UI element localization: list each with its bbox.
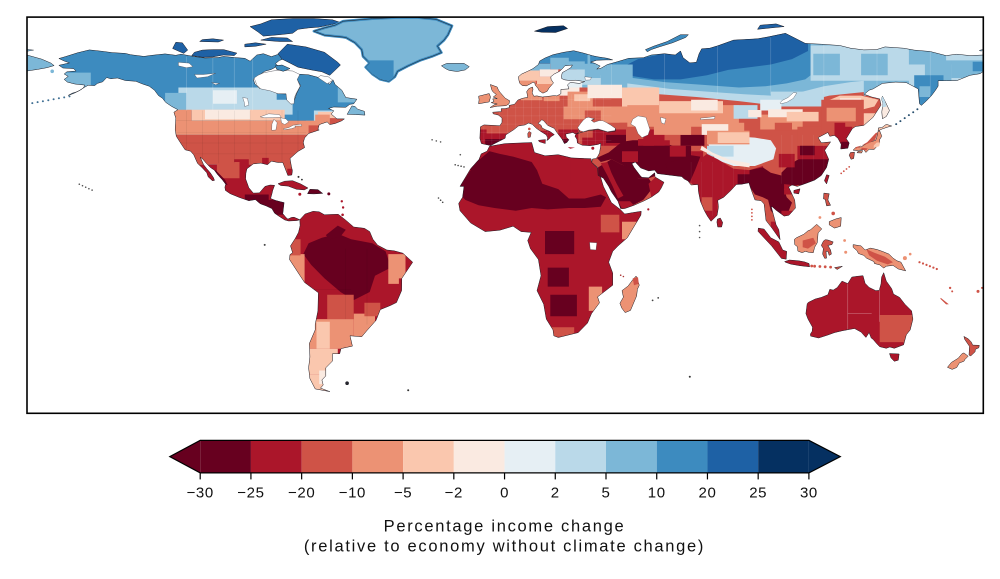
svg-text:−30: −30 (187, 485, 214, 502)
svg-text:2: 2 (551, 485, 560, 502)
svg-text:0: 0 (500, 485, 509, 502)
svg-text:25: 25 (749, 485, 767, 502)
svg-text:−20: −20 (288, 485, 315, 502)
svg-text:5: 5 (602, 485, 611, 502)
svg-text:30: 30 (800, 485, 818, 502)
svg-text:−5: −5 (394, 485, 412, 502)
svg-text:−25: −25 (237, 485, 264, 502)
svg-text:−2: −2 (445, 485, 463, 502)
svg-text:−10: −10 (339, 485, 366, 502)
svg-text:20: 20 (699, 485, 717, 502)
svg-text:Percentage income change: Percentage income change (384, 518, 626, 536)
svg-text:(relative to economy without c: (relative to economy without climate cha… (304, 538, 705, 556)
svg-text:10: 10 (648, 485, 666, 502)
